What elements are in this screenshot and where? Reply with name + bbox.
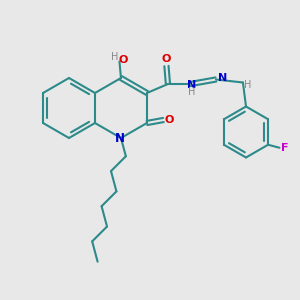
Text: O: O [162,54,171,64]
Text: F: F [281,143,289,153]
Text: N: N [187,80,196,91]
Text: O: O [118,55,128,65]
Text: N: N [115,131,124,145]
Text: N: N [218,73,227,83]
Text: O: O [165,115,174,125]
Text: H: H [111,52,118,62]
Text: H: H [244,80,251,91]
Text: H: H [188,87,196,98]
